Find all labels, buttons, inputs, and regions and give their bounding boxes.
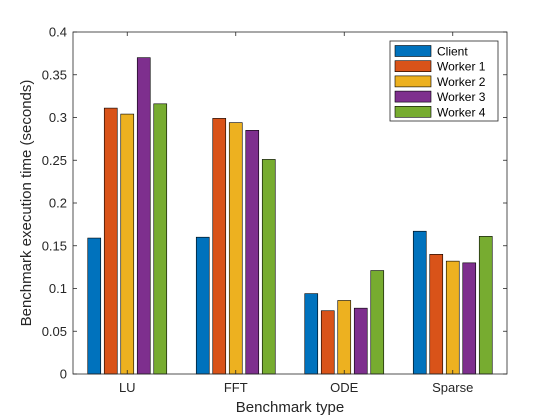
bar-ode-worker-3 <box>353 307 368 375</box>
bar-fft-worker-1 <box>212 118 227 375</box>
y-tick-label: 0.25 <box>42 153 67 168</box>
y-tick-label: 0.3 <box>49 110 67 125</box>
bar-sparse-worker-1 <box>429 254 444 375</box>
bar-sparse-worker-2 <box>445 260 460 375</box>
legend-swatch-worker-4 <box>394 106 432 118</box>
legend-label-worker-2: Worker 2 <box>437 75 486 89</box>
x-tick-label: ODE <box>330 380 359 395</box>
y-tick-label: 0 <box>60 367 67 382</box>
legend-label-worker-1: Worker 1 <box>437 60 486 74</box>
bar-sparse-worker-4 <box>478 236 493 375</box>
bar-ode-worker-2 <box>337 300 352 375</box>
y-tick-label: 0.35 <box>42 67 67 82</box>
y-axis-label: Benchmark execution time (seconds) <box>18 80 35 327</box>
legend-swatch-worker-3 <box>394 90 432 103</box>
y-tick-label: 0.15 <box>42 238 67 253</box>
bar-ode-worker-4 <box>370 270 385 375</box>
axes-group: 0 0.05 0.1 0.15 0.2 0.25 0.3 0.35 0.4 LU FFT ODE Spa… <box>42 25 508 395</box>
y-tick-label: 0.4 <box>49 25 67 40</box>
bar-lu-worker-3 <box>136 57 151 375</box>
legend-label-worker-3: Worker 3 <box>437 90 486 104</box>
x-axis-label: Benchmark type <box>236 399 344 416</box>
bar-lu-worker-1 <box>103 107 118 375</box>
legend-label-worker-4: Worker 4 <box>437 105 486 119</box>
legend-label-client: Client <box>437 45 468 59</box>
y-tick-label: 0.1 <box>49 281 67 296</box>
bar-lu-worker-4 <box>153 103 168 375</box>
bar-lu-client <box>87 237 102 375</box>
bars-group <box>87 57 493 375</box>
bar-ode-client <box>304 293 319 375</box>
legend-swatch-worker-1 <box>394 60 432 73</box>
y-tick-label: 0.05 <box>42 324 67 339</box>
bar-fft-client <box>195 236 210 375</box>
legend-swatch-client <box>394 45 432 57</box>
x-tick-label: FFT <box>224 380 248 395</box>
bar-ode-worker-1 <box>320 310 335 375</box>
x-tick-label: LU <box>119 380 136 395</box>
bar-sparse-client <box>412 230 427 375</box>
bar-sparse-worker-3 <box>462 262 477 375</box>
bar-fft-worker-3 <box>245 130 260 375</box>
y-tick-label: 0.2 <box>49 196 67 211</box>
bar-fft-worker-2 <box>228 122 243 375</box>
bar-fft-worker-4 <box>261 159 276 375</box>
x-tick-label: Sparse <box>432 380 473 395</box>
legend-swatch-worker-2 <box>394 75 432 88</box>
bar-lu-worker-2 <box>120 113 135 375</box>
